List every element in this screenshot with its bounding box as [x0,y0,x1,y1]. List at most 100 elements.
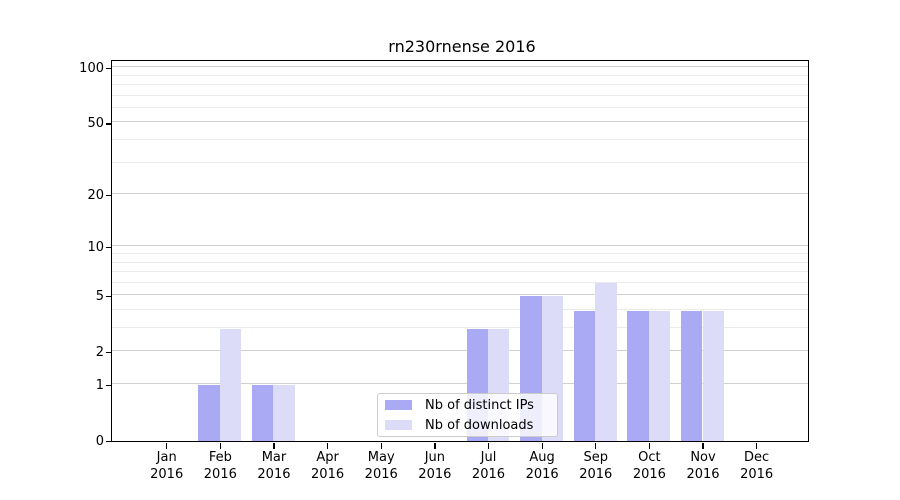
y-tick-label-5: 5 [95,288,104,304]
x-tick-mark [595,443,597,449]
legend-label: Nb of distinct IPs [425,397,534,413]
x-tick-mark [326,443,329,449]
year-label: 2016 [686,466,720,482]
legend-swatch-distinct-ips [385,400,412,410]
bar-downloads-mar [273,384,295,441]
gridline-major [112,66,808,68]
y-tick-mark [105,247,112,249]
bar-distinct-ips-mar [252,384,274,441]
year-label: 2016 [418,466,452,482]
year-label: 2016 [364,466,398,482]
x-tick-mark [487,443,490,449]
bar-downloads-sep [595,283,617,441]
year-label: 2016 [203,466,237,482]
y-tick-mark [105,384,112,387]
bar-distinct-ips-sep [573,310,596,441]
x-tick-mark [380,443,382,449]
gridline-minor [112,281,808,283]
gridline-minor [112,271,808,273]
bar-downloads-feb [219,328,242,441]
y-tick-label-0: 0 [95,433,104,449]
x-tick-mark [702,443,704,449]
legend-swatch-downloads [385,420,412,430]
gridline-major [112,383,808,384]
gridline-major [112,121,808,123]
x-tick-mark [434,443,436,449]
x-tick-label-may: May 2016 [365,450,398,483]
gridline-minor [112,253,808,254]
bar-distinct-ips-nov [681,310,703,441]
gridline-minor [112,261,808,263]
gridline-major [112,245,808,247]
year-label: 2016 [579,466,613,482]
y-tick-label-50: 50 [87,116,104,132]
x-tick-label-apr: Apr 2016 [311,450,344,483]
x-tick-mark [273,443,275,449]
gridline-minor [112,139,808,141]
bar-downloads-nov [702,310,724,441]
month-label: May [367,450,395,465]
x-tick-mark [219,443,222,449]
month-label: Sep [583,450,608,465]
x-tick-label-mar: Mar 2016 [257,450,290,483]
bar-distinct-ips-feb [198,384,220,441]
month-label: Jun [424,450,445,465]
x-tick-label-jun: Jun 2016 [418,450,451,483]
month-label: Mar [261,450,287,465]
plot-area [111,59,809,442]
month-label: Dec [744,450,770,465]
y-tick-label-100: 100 [79,60,104,76]
month-label: Jan [156,450,177,465]
y-tick-label-10: 10 [87,240,104,256]
bar-downloads-oct [648,310,671,441]
y-tick-mark [105,194,112,197]
x-tick-label-aug: Aug 2016 [526,450,559,483]
bar-distinct-ips-oct [627,310,649,441]
month-label: Feb [208,450,232,465]
y-tick-label-2: 2 [95,344,104,360]
y-tick-mark [105,352,112,354]
y-tick-mark [105,68,112,70]
x-tick-label-jul: Jul 2016 [472,450,505,483]
x-tick-mark [648,443,651,449]
legend-label: Nb of downloads [425,417,534,433]
month-label: Jul [480,450,497,465]
x-tick-label-feb: Feb 2016 [204,450,237,483]
y-tick-mark [105,123,112,125]
gridline-minor [112,94,808,96]
legend-item: Nb of downloads [378,415,557,435]
gridline-major [112,350,808,352]
year-label: 2016 [150,466,184,482]
y-tick-mark [105,296,112,298]
year-label: 2016 [257,466,291,482]
x-tick-label-sep: Sep 2016 [579,450,612,483]
gridline-minor [112,327,808,329]
x-tick-label-nov: Nov 2016 [686,450,719,483]
legend-item: Nb of distinct IPs [378,395,557,415]
gridline-minor [112,161,808,163]
x-tick-label-jan: Jan 2016 [150,450,183,483]
year-label: 2016 [740,466,774,482]
x-tick-label-oct: Oct 2016 [633,450,666,483]
legend: Nb of distinct IPs Nb of downloads [377,393,558,437]
year-label: 2016 [471,466,506,482]
year-label: 2016 [311,466,345,482]
month-label: Apr [316,450,339,465]
gridline-minor [112,74,808,76]
gridline-minor [112,106,808,108]
gridline-minor [112,84,808,86]
y-tick-mark [105,440,112,443]
y-tick-label-20: 20 [87,187,104,203]
gridline-major [112,294,808,296]
x-tick-mark [541,443,543,449]
y-tick-label-1: 1 [95,377,104,393]
year-label: 2016 [525,466,559,482]
gridline-major [112,193,808,195]
month-label: Aug [529,450,555,465]
chart-title: rn230rnense 2016 [388,37,536,56]
x-tick-label-dec: Dec 2016 [740,450,773,483]
year-label: 2016 [632,466,666,482]
month-label: Nov [690,450,716,465]
x-tick-mark [756,443,758,449]
